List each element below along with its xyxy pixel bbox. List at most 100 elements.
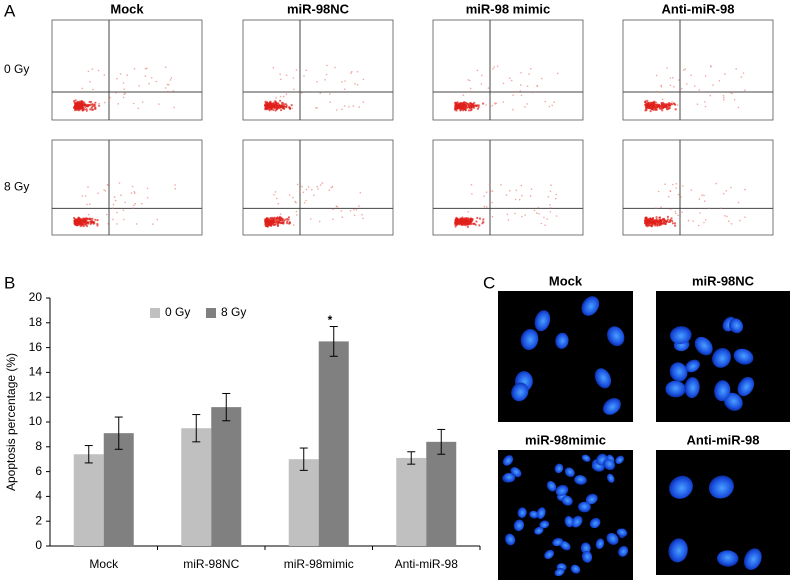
flow-plot	[51, 19, 203, 121]
nucleus	[570, 564, 581, 574]
event-dot	[316, 81, 318, 83]
event-dot	[81, 87, 84, 90]
event-dot	[87, 186, 89, 188]
event-dot	[169, 79, 172, 81]
event-dot	[132, 207, 134, 209]
event-dot	[168, 83, 170, 86]
event-dot	[334, 66, 336, 69]
event-dot	[113, 196, 116, 198]
event-dot	[657, 190, 660, 193]
event-dot	[283, 103, 285, 105]
event-dot	[264, 104, 267, 107]
nucleus	[552, 537, 564, 547]
event-dot	[73, 219, 76, 223]
event-dot	[293, 88, 295, 91]
event-dot	[692, 220, 694, 222]
event-dot	[85, 224, 87, 227]
event-dot	[651, 217, 655, 221]
event-dot	[491, 215, 494, 218]
event-dot	[670, 217, 673, 220]
event-dot	[735, 68, 737, 70]
event-dot	[278, 221, 281, 224]
event-dot	[80, 218, 83, 221]
event-dot	[555, 215, 558, 217]
event-dot	[519, 90, 522, 92]
event-dot	[475, 220, 478, 223]
event-dot	[272, 108, 275, 111]
bar	[426, 441, 457, 546]
event-dot	[478, 217, 482, 220]
event-dot	[677, 193, 680, 196]
event-dot	[510, 79, 513, 82]
event-dot	[549, 190, 552, 193]
event-dot	[329, 101, 331, 103]
error-bar	[407, 451, 416, 465]
event-dot	[500, 183, 502, 186]
event-dot	[492, 67, 494, 70]
event-dot	[698, 198, 701, 200]
event-dot	[307, 186, 310, 188]
event-dot	[650, 218, 653, 221]
event-dot	[86, 104, 89, 107]
event-dot	[270, 105, 273, 108]
event-dot	[78, 100, 82, 103]
event-dot	[673, 222, 677, 225]
event-dot	[652, 222, 655, 225]
event-dot	[512, 94, 514, 96]
event-dot	[496, 65, 499, 68]
event-dot	[455, 103, 458, 106]
event-dot	[650, 101, 653, 104]
event-dot	[489, 105, 492, 108]
event-dot	[470, 104, 474, 107]
significance-mark: *	[328, 313, 333, 327]
event-dot	[313, 194, 315, 196]
image-title: Mock	[549, 273, 583, 288]
y-tick-label: 0	[35, 538, 42, 552]
event-dot	[112, 207, 114, 209]
event-dot	[520, 184, 523, 187]
event-dot	[283, 107, 286, 110]
nucleus	[513, 519, 525, 532]
panel-label: A	[4, 1, 16, 20]
event-dot	[659, 91, 662, 94]
event-dot	[669, 208, 672, 210]
event-dot	[476, 107, 479, 110]
event-dot	[744, 216, 746, 218]
event-dot	[287, 218, 290, 221]
event-dot	[82, 225, 85, 228]
event-dot	[146, 187, 149, 190]
event-dot	[485, 104, 487, 106]
event-dot	[328, 189, 331, 191]
event-dot	[684, 68, 686, 70]
event-dot	[518, 198, 521, 201]
event-dot	[286, 220, 289, 223]
event-dot	[285, 93, 288, 95]
event-dot	[460, 217, 463, 220]
event-dot	[697, 224, 700, 227]
event-dot	[326, 64, 328, 67]
event-dot	[81, 100, 84, 103]
event-dot	[730, 223, 733, 225]
event-dot	[275, 107, 278, 110]
event-dot	[84, 217, 87, 220]
event-dot	[106, 184, 109, 186]
event-dot	[529, 195, 532, 197]
event-dot	[533, 209, 536, 212]
legend-swatch	[150, 308, 160, 318]
event-dot	[335, 109, 338, 111]
event-dot	[89, 80, 91, 83]
event-dot	[85, 109, 88, 112]
y-tick-label: 12	[29, 389, 43, 403]
event-dot	[491, 190, 494, 192]
event-dot	[653, 104, 656, 107]
error-bar	[114, 416, 123, 450]
event-dot	[278, 107, 281, 109]
event-dot	[725, 190, 728, 192]
event-dot	[665, 108, 669, 111]
event-dot	[92, 88, 94, 91]
row-label: 8 Gy	[4, 180, 29, 194]
event-dot	[467, 217, 470, 220]
event-dot	[73, 106, 76, 109]
event-dot	[650, 222, 653, 225]
event-dot	[164, 87, 167, 89]
